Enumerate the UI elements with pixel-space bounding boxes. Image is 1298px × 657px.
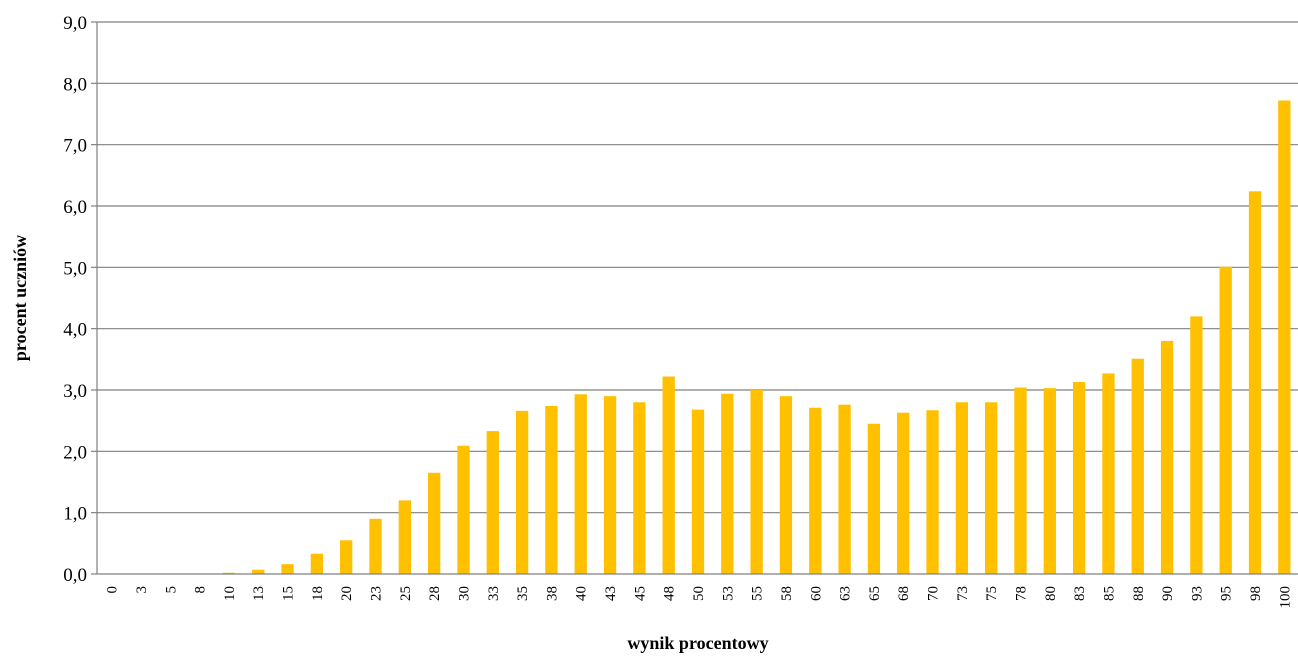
bar bbox=[222, 572, 236, 574]
x-tick-label: 33 bbox=[486, 586, 502, 601]
x-tick-label: 58 bbox=[779, 586, 795, 601]
x-tick-label: 25 bbox=[398, 586, 414, 601]
bar bbox=[1219, 266, 1232, 574]
bar bbox=[955, 402, 969, 574]
x-tick-label: 53 bbox=[720, 586, 736, 601]
x-tick-label: 65 bbox=[867, 586, 883, 601]
bar bbox=[310, 553, 324, 574]
x-tick-label: 78 bbox=[1013, 586, 1029, 601]
y-tick-label: 5,0 bbox=[63, 258, 87, 279]
x-tick-label: 68 bbox=[896, 586, 912, 601]
y-tick-label: 4,0 bbox=[63, 320, 87, 341]
y-tick-label: 7,0 bbox=[63, 136, 87, 157]
x-tick-label: 38 bbox=[544, 586, 560, 601]
bar bbox=[1160, 340, 1174, 574]
y-tick-label: 3,0 bbox=[63, 381, 87, 402]
bar bbox=[1102, 373, 1115, 574]
y-tick-label: 1,0 bbox=[63, 504, 87, 525]
y-tick-labels: 0,0 1,0 2,0 3,0 4,0 5,0 6,0 7,0 8,0 9,0 bbox=[63, 13, 87, 586]
x-tick-label: 0 bbox=[105, 586, 121, 594]
bar bbox=[340, 540, 353, 574]
x-tick-label: 28 bbox=[427, 586, 443, 601]
x-axis-title: wynik procentowy bbox=[627, 633, 768, 653]
y-tick-label: 8,0 bbox=[63, 74, 87, 95]
bar bbox=[545, 405, 558, 574]
x-tick-label: 70 bbox=[926, 586, 942, 601]
y-tick-label: 2,0 bbox=[63, 442, 87, 463]
x-tick-label: 30 bbox=[456, 586, 472, 601]
bar bbox=[457, 445, 470, 574]
bar bbox=[398, 500, 411, 574]
x-tick-label: 8 bbox=[193, 586, 209, 594]
x-tick-label: 20 bbox=[339, 586, 355, 601]
x-tick-label: 5 bbox=[163, 586, 179, 594]
bars bbox=[222, 100, 1291, 574]
x-tick-label: 45 bbox=[632, 586, 648, 601]
bar bbox=[926, 410, 939, 574]
bar bbox=[633, 402, 646, 574]
x-tick-label: 80 bbox=[1043, 586, 1059, 601]
x-tick-label: 48 bbox=[662, 586, 678, 601]
bar bbox=[252, 569, 265, 574]
x-tick-label: 10 bbox=[222, 586, 238, 601]
bar bbox=[662, 376, 675, 574]
x-tick-label: 100 bbox=[1277, 586, 1293, 609]
bar bbox=[369, 518, 382, 574]
bar bbox=[281, 564, 294, 574]
x-tick-label: 60 bbox=[808, 586, 824, 601]
bar bbox=[1278, 100, 1291, 574]
bar bbox=[1043, 388, 1056, 574]
x-tick-label: 98 bbox=[1248, 586, 1264, 601]
x-tick-label: 88 bbox=[1131, 586, 1147, 601]
x-tick-label: 90 bbox=[1160, 586, 1176, 601]
bar bbox=[1072, 382, 1086, 574]
x-tick-label: 40 bbox=[574, 586, 590, 601]
x-tick-label: 75 bbox=[984, 586, 1000, 601]
bar bbox=[691, 409, 705, 574]
x-tick-label: 35 bbox=[515, 586, 531, 601]
x-tick-label: 83 bbox=[1072, 586, 1088, 601]
x-tick-label: 18 bbox=[310, 586, 326, 601]
x-tick-label: 73 bbox=[955, 586, 971, 601]
bar bbox=[574, 394, 587, 574]
bar bbox=[515, 410, 529, 574]
bar bbox=[603, 396, 617, 574]
x-tick-labels: 0 3 5 8 10 13 15 18 20 23 25 28 30 33 35 38 40 43 45 48 50 53… bbox=[105, 586, 1294, 609]
bar bbox=[838, 404, 851, 574]
bar bbox=[809, 407, 822, 574]
bar bbox=[721, 393, 734, 574]
bar bbox=[427, 472, 441, 574]
x-tick-label: 95 bbox=[1219, 586, 1235, 601]
x-tick-label: 63 bbox=[838, 586, 854, 601]
bar bbox=[486, 431, 499, 574]
y-tick-label: 6,0 bbox=[63, 197, 87, 218]
x-tick-label: 93 bbox=[1189, 586, 1205, 601]
bar bbox=[897, 412, 910, 574]
axes bbox=[91, 21, 1298, 575]
y-tick-label: 0,0 bbox=[63, 565, 87, 586]
bar bbox=[1248, 191, 1262, 574]
x-tick-label: 15 bbox=[281, 586, 297, 601]
x-tick-label: 50 bbox=[691, 586, 707, 601]
grid-lines bbox=[97, 21, 1298, 514]
bar bbox=[867, 423, 881, 574]
bar bbox=[1131, 358, 1144, 574]
bar bbox=[779, 396, 793, 574]
x-tick-label: 55 bbox=[750, 586, 766, 601]
bar bbox=[1014, 387, 1027, 574]
y-axis-title: procent uczniów bbox=[10, 235, 30, 361]
x-tick-label: 85 bbox=[1101, 586, 1117, 601]
x-tick-label: 3 bbox=[134, 586, 150, 594]
bar bbox=[1190, 316, 1203, 574]
bar bbox=[985, 402, 998, 574]
y-tick-label: 9,0 bbox=[63, 13, 87, 34]
x-tick-label: 13 bbox=[251, 586, 267, 601]
x-tick-label: 23 bbox=[369, 586, 385, 601]
x-tick-label: 43 bbox=[603, 586, 619, 601]
bar bbox=[750, 390, 763, 574]
